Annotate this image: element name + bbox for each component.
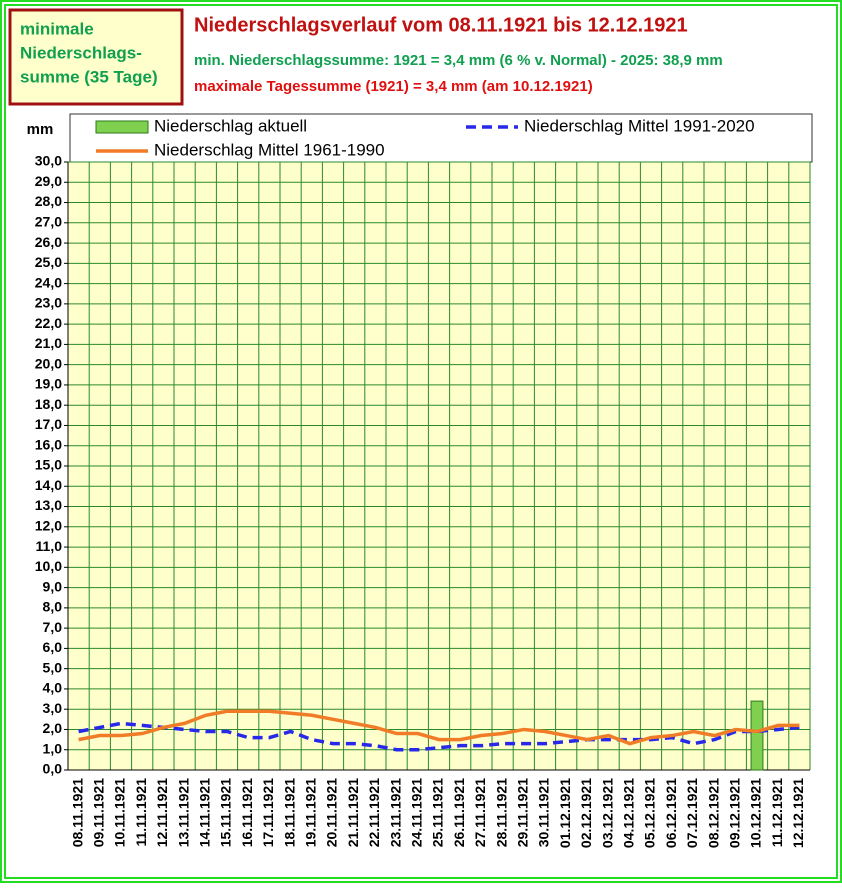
y-axis-label: mm [27,121,54,138]
y-tick-label: 22,0 [35,315,62,331]
legend-label: Niederschlag aktuell [154,116,307,135]
y-tick-label: 18,0 [35,396,62,412]
y-tick-label: 21,0 [35,335,62,351]
y-tick-label: 13,0 [35,497,62,513]
x-tick-label: 28.11.1921 [493,778,509,848]
x-tick-label: 10.12.1921 [748,778,764,848]
x-tick-label: 25.11.1921 [430,778,446,848]
y-tick-label: 12,0 [35,518,62,534]
x-tick-label: 15.11.1921 [218,778,234,848]
x-tick-label: 13.11.1921 [175,778,191,848]
y-tick-label: 3,0 [43,700,63,716]
y-tick-label: 14,0 [35,477,62,493]
legend-label: Niederschlag Mittel 1961-1990 [154,140,385,159]
x-tick-label: 30.11.1921 [536,778,552,848]
y-tick-label: 19,0 [35,376,62,392]
y-tick-label: 23,0 [35,295,62,311]
x-tick-label: 14.11.1921 [197,778,213,848]
x-tick-label: 21.11.1921 [345,778,361,848]
x-tick-label: 06.12.1921 [663,778,679,848]
x-tick-label: 24.11.1921 [409,778,425,848]
y-tick-label: 8,0 [43,599,63,615]
x-tick-label: 20.11.1921 [324,778,340,848]
y-tick-label: 29,0 [35,173,62,189]
x-tick-label: 18.11.1921 [281,778,297,848]
x-tick-label: 11.11.1921 [133,778,149,847]
box-text: minimale [20,19,94,38]
x-tick-label: 23.11.1921 [387,778,403,848]
line [78,721,800,752]
y-tick-label: 24,0 [35,274,62,290]
x-tick-label: 12.12.1921 [790,778,806,848]
x-tick-label: 01.12.1921 [557,778,573,848]
y-tick-label: 28,0 [35,193,62,209]
x-tick-label: 29.11.1921 [515,778,531,848]
x-tick-label: 07.12.1921 [684,778,700,848]
x-tick-label: 19.11.1921 [303,778,319,848]
x-tick-label: 26.11.1921 [451,778,467,848]
inner-border [4,4,838,879]
box-text: Niederschlags- [20,43,142,62]
y-tick-label: 30,0 [35,153,62,169]
x-tick-label: 05.12.1921 [642,778,658,848]
y-tick-label: 9,0 [43,578,63,594]
subtitle: min. Niederschlagssumme: 1921 = 3,4 mm (… [194,52,723,69]
y-tick-label: 25,0 [35,254,62,270]
x-tick-label: 03.12.1921 [599,778,615,848]
y-tick-label: 15,0 [35,457,62,473]
y-tick-label: 16,0 [35,436,62,452]
x-tick-label: 10.11.1921 [112,778,128,848]
x-tick-label: 08.11.1921 [69,778,85,848]
x-tick-label: 09.12.1921 [727,778,743,848]
y-tick-label: 4,0 [43,680,63,696]
y-tick-label: 27,0 [35,214,62,230]
x-tick-label: 12.11.1921 [154,778,170,848]
line [78,709,800,746]
y-tick-label: 7,0 [43,619,63,635]
legend-label: Niederschlag Mittel 1991-2020 [524,116,755,135]
annotation: maximale Tagessumme (1921) = 3,4 mm (am … [194,78,593,95]
x-tick-label: 11.12.1921 [769,778,785,848]
x-tick-label: 16.11.1921 [239,778,255,848]
bar [750,700,764,771]
y-tick-label: 20,0 [35,355,62,371]
x-tick-label: 22.11.1921 [366,778,382,848]
chart-title: Niederschlagsverlauf vom 08.11.1921 bis … [194,14,688,36]
legend-swatch [95,120,149,134]
y-tick-label: 0,0 [43,761,63,777]
x-tick-label: 17.11.1921 [260,778,276,848]
x-tick-label: 04.12.1921 [621,778,637,848]
y-tick-label: 5,0 [43,659,63,675]
y-tick-label: 17,0 [35,416,62,432]
y-tick-label: 11,0 [36,538,63,554]
x-tick-label: 02.12.1921 [578,778,594,848]
y-tick-label: 6,0 [43,639,63,655]
box-text: summe (35 Tage) [20,67,158,86]
y-tick-label: 2,0 [43,720,63,736]
y-tick-label: 10,0 [35,558,62,574]
x-tick-label: 09.11.1921 [91,778,107,848]
y-tick-label: 1,0 [43,740,63,756]
x-tick-label: 27.11.1921 [472,778,488,848]
x-tick-label: 08.12.1921 [705,778,721,848]
y-tick-label: 26,0 [35,234,62,250]
info-box [8,8,184,106]
